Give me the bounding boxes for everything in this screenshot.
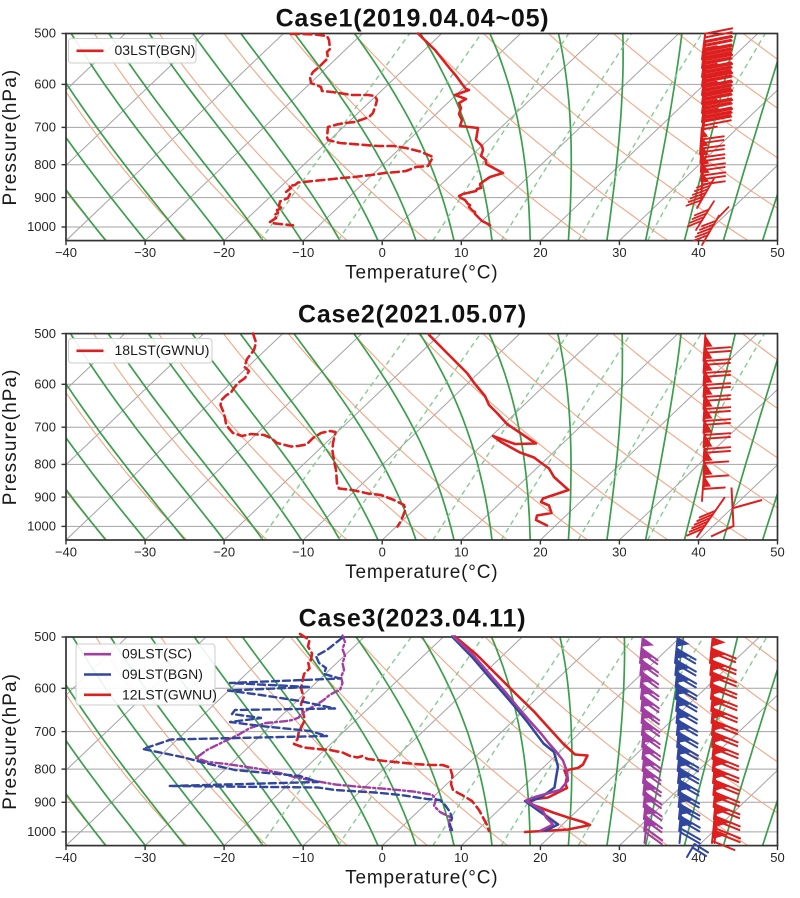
svg-text:09LST(BGN): 09LST(BGN)	[122, 666, 203, 682]
svg-text:30: 30	[612, 545, 626, 560]
svg-text:−40: −40	[55, 850, 77, 865]
svg-text:900: 900	[34, 795, 56, 810]
svg-text:20: 20	[533, 245, 547, 260]
svg-text:50: 50	[770, 850, 784, 865]
svg-text:800: 800	[34, 157, 56, 172]
svg-text:−10: −10	[292, 245, 314, 260]
svg-text:09LST(SC): 09LST(SC)	[122, 646, 192, 662]
svg-text:0: 0	[379, 545, 386, 560]
svg-text:Temperature(°C): Temperature(°C)	[345, 868, 498, 889]
svg-text:10: 10	[454, 850, 468, 865]
svg-text:−40: −40	[55, 545, 77, 560]
svg-text:500: 500	[34, 326, 56, 341]
svg-text:900: 900	[34, 190, 56, 205]
svg-text:800: 800	[34, 761, 56, 776]
svg-text:500: 500	[34, 26, 56, 41]
svg-text:−40: −40	[55, 245, 77, 260]
svg-text:Pressure(hPa): Pressure(hPa)	[0, 673, 21, 810]
svg-text:−10: −10	[292, 850, 314, 865]
svg-text:−10: −10	[292, 545, 314, 560]
svg-text:800: 800	[34, 457, 56, 472]
svg-text:−30: −30	[134, 545, 156, 560]
svg-text:700: 700	[34, 120, 56, 135]
svg-text:−20: −20	[213, 850, 235, 865]
svg-text:Case3(2023.04.11): Case3(2023.04.11)	[299, 605, 527, 633]
svg-text:600: 600	[34, 377, 56, 392]
svg-text:1000: 1000	[27, 519, 56, 534]
svg-text:0: 0	[379, 245, 386, 260]
svg-text:03LST(BGN): 03LST(BGN)	[115, 42, 196, 58]
svg-text:10: 10	[454, 245, 468, 260]
svg-text:50: 50	[770, 545, 784, 560]
svg-text:700: 700	[34, 724, 56, 739]
svg-text:Temperature(°C): Temperature(°C)	[345, 562, 498, 583]
svg-text:−30: −30	[134, 850, 156, 865]
svg-text:−20: −20	[213, 545, 235, 560]
svg-text:0: 0	[379, 850, 386, 865]
svg-text:900: 900	[34, 489, 56, 504]
svg-text:Temperature(°C): Temperature(°C)	[345, 263, 498, 284]
svg-text:Case1(2019.04.04~05): Case1(2019.04.04~05)	[276, 5, 550, 33]
svg-text:30: 30	[612, 850, 626, 865]
svg-text:−20: −20	[213, 245, 235, 260]
svg-text:18LST(GWNU): 18LST(GWNU)	[115, 342, 210, 358]
svg-text:Pressure(hPa): Pressure(hPa)	[0, 69, 21, 206]
svg-text:12LST(GWNU): 12LST(GWNU)	[122, 686, 217, 702]
svg-text:700: 700	[34, 419, 56, 434]
svg-text:500: 500	[34, 629, 56, 644]
svg-text:Case2(2021.05.07): Case2(2021.05.07)	[298, 301, 527, 329]
svg-text:1000: 1000	[27, 219, 56, 234]
svg-text:40: 40	[691, 545, 705, 560]
svg-text:40: 40	[691, 245, 705, 260]
svg-text:30: 30	[612, 245, 626, 260]
svg-text:10: 10	[454, 545, 468, 560]
svg-text:600: 600	[34, 681, 56, 696]
svg-text:−30: −30	[134, 245, 156, 260]
svg-text:Pressure(hPa): Pressure(hPa)	[0, 368, 21, 505]
svg-text:20: 20	[533, 850, 547, 865]
svg-text:600: 600	[34, 77, 56, 92]
svg-text:50: 50	[770, 245, 784, 260]
svg-text:1000: 1000	[27, 824, 56, 839]
svg-text:20: 20	[533, 545, 547, 560]
